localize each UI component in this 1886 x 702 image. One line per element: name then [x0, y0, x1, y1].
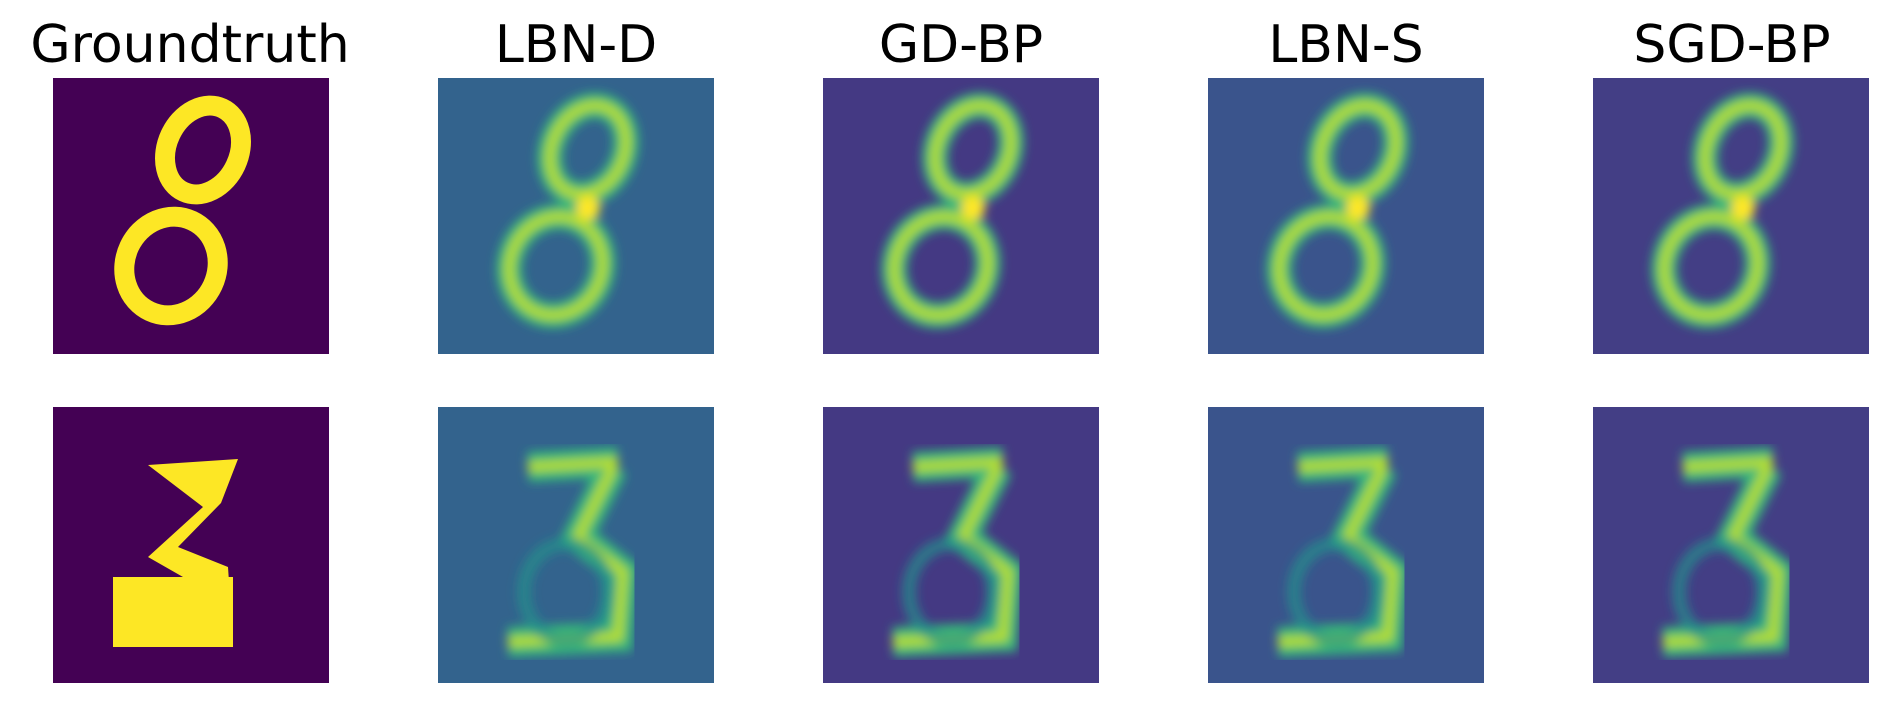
column-title-groundtruth: Groundtruth [30, 15, 350, 75]
column-title-sgd-bp: SGD-BP [1633, 15, 1831, 75]
digit-image [1593, 407, 1869, 683]
column-title-lbn-d: LBN-D [494, 15, 658, 75]
digit-image [53, 407, 329, 683]
digit-image [1208, 78, 1484, 354]
digit-image [438, 407, 714, 683]
image-panel-groundtruth-row1 [53, 78, 329, 354]
image-panel-sgd-bp-row1 [1593, 78, 1869, 354]
image-panel-groundtruth-row2 [53, 407, 329, 683]
image-panel-gd-bp-row1 [823, 78, 1099, 354]
digit-image [823, 407, 1099, 683]
image-panel-lbn-d-row2 [438, 407, 714, 683]
image-panel-lbn-d-row1 [438, 78, 714, 354]
digit-image [1208, 407, 1484, 683]
digit-image [823, 78, 1099, 354]
image-panel-lbn-s-row1 [1208, 78, 1484, 354]
image-panel-gd-bp-row2 [823, 407, 1099, 683]
image-panel-lbn-s-row2 [1208, 407, 1484, 683]
digit-image [53, 78, 329, 354]
image-panel-sgd-bp-row2 [1593, 407, 1869, 683]
digit-image [1593, 78, 1869, 354]
column-title-gd-bp: GD-BP [878, 15, 1044, 75]
column-title-lbn-s: LBN-S [1268, 15, 1424, 75]
digit-image [438, 78, 714, 354]
